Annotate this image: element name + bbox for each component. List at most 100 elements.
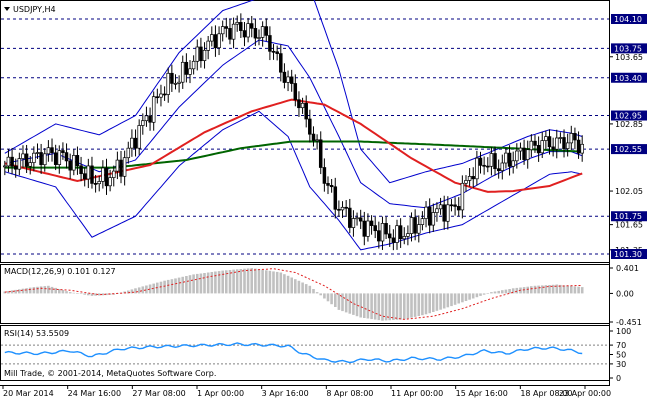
candle-body[interactable] (228, 28, 232, 40)
candle-body[interactable] (148, 115, 152, 123)
candle-body[interactable] (438, 204, 443, 210)
candle-body[interactable] (420, 218, 425, 225)
candle-body[interactable] (515, 150, 519, 162)
candle-body[interactable] (456, 206, 461, 211)
candle-body[interactable] (518, 147, 523, 152)
candle-body[interactable] (159, 93, 163, 98)
candle-body[interactable] (166, 72, 170, 95)
candle-body[interactable] (424, 206, 428, 219)
candle-body[interactable] (210, 34, 214, 42)
candle-body[interactable] (551, 146, 555, 150)
candle-body[interactable] (246, 23, 250, 38)
candle-body[interactable] (511, 160, 515, 167)
candle-body[interactable] (362, 220, 367, 237)
candle-body[interactable] (460, 182, 465, 211)
candle-body[interactable] (562, 137, 566, 149)
candle-body[interactable] (449, 204, 454, 207)
candle-body[interactable] (348, 207, 352, 228)
candle-body[interactable] (496, 168, 501, 172)
candle-body[interactable] (82, 173, 87, 180)
candle-body[interactable] (72, 155, 76, 171)
candle-body[interactable] (271, 50, 276, 53)
candle-body[interactable] (565, 142, 570, 149)
candle-body[interactable] (337, 208, 341, 211)
candle-body[interactable] (315, 139, 319, 142)
candle-body[interactable] (130, 137, 134, 149)
candle-body[interactable] (28, 162, 32, 167)
candle-body[interactable] (340, 206, 345, 211)
candle-body[interactable] (97, 181, 101, 185)
candle-body[interactable] (478, 157, 483, 166)
candle-body[interactable] (217, 33, 221, 49)
candle-body[interactable] (525, 149, 530, 160)
candle-body[interactable] (297, 99, 301, 109)
candle-body[interactable] (46, 147, 51, 155)
candle-body[interactable] (188, 68, 192, 75)
candle-body[interactable] (137, 125, 141, 149)
candle-body[interactable] (13, 165, 18, 170)
candle-body[interactable] (289, 76, 294, 84)
candle-body[interactable] (43, 153, 47, 166)
candle-body[interactable] (398, 225, 403, 240)
candle-body[interactable] (151, 96, 156, 123)
candle-body[interactable] (206, 40, 210, 51)
candle-body[interactable] (467, 176, 472, 181)
candle-body[interactable] (249, 23, 254, 29)
candle-body[interactable] (191, 60, 196, 70)
candle-body[interactable] (417, 224, 421, 234)
candle-body[interactable] (286, 76, 290, 83)
candle-body[interactable] (141, 120, 145, 126)
candle-body[interactable] (387, 233, 392, 239)
candle-body[interactable] (333, 186, 338, 210)
candle-body[interactable] (580, 143, 584, 154)
candle-body[interactable] (322, 167, 327, 184)
candle-body[interactable] (569, 133, 574, 144)
candle-body[interactable] (162, 93, 167, 96)
candle-body[interactable] (112, 170, 116, 178)
candle-body[interactable] (253, 28, 258, 39)
candle-body[interactable] (61, 150, 65, 153)
candle-body[interactable] (442, 204, 446, 222)
candle-body[interactable] (522, 147, 526, 160)
collapse-triangle-icon[interactable] (4, 7, 10, 11)
candle-body[interactable] (300, 102, 305, 109)
candle-body[interactable] (75, 155, 80, 167)
candle-body[interactable] (184, 61, 189, 75)
candle-body[interactable] (213, 34, 218, 49)
candle-body[interactable] (93, 183, 98, 185)
candle-body[interactable] (573, 133, 577, 141)
candle-body[interactable] (536, 145, 541, 154)
candle-body[interactable] (170, 72, 174, 84)
candle-body[interactable] (239, 22, 243, 31)
candle-body[interactable] (326, 183, 330, 186)
candle-body[interactable] (257, 37, 261, 39)
candle-body[interactable] (126, 147, 131, 159)
candle-body[interactable] (144, 115, 149, 122)
candle-body[interactable] (35, 152, 40, 154)
candle-body[interactable] (358, 217, 363, 222)
candle-body[interactable] (427, 206, 432, 226)
candle-body[interactable] (493, 153, 497, 170)
candle-body[interactable] (402, 236, 407, 240)
candle-body[interactable] (377, 230, 381, 242)
candle-body[interactable] (21, 153, 25, 159)
candle-body[interactable] (500, 162, 505, 171)
candle-body[interactable] (6, 156, 11, 167)
candle-body[interactable] (224, 26, 229, 29)
main-price-panel[interactable] (0, 0, 610, 263)
candle-body[interactable] (279, 53, 283, 73)
candle-body[interactable] (57, 150, 62, 165)
candle-body[interactable] (3, 165, 7, 168)
candle-body[interactable] (344, 206, 348, 209)
candle-body[interactable] (304, 102, 308, 120)
candle-body[interactable] (235, 22, 239, 25)
candle-body[interactable] (318, 139, 323, 168)
candle-body[interactable] (293, 83, 298, 101)
candle-body[interactable] (395, 225, 399, 243)
candle-body[interactable] (133, 137, 138, 149)
candle-body[interactable] (475, 157, 479, 180)
candle-body[interactable] (329, 185, 334, 188)
candle-body[interactable] (533, 140, 537, 146)
candle-body[interactable] (413, 217, 417, 234)
